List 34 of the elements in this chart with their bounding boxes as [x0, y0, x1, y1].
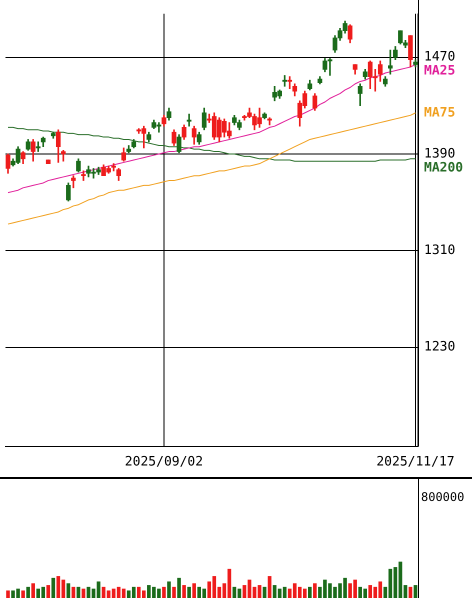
bar [414, 585, 418, 598]
bar [192, 583, 196, 598]
bar [46, 585, 50, 598]
bar [313, 583, 317, 598]
series-label: MA75 [424, 105, 456, 120]
bar [82, 588, 86, 598]
bar [172, 586, 176, 598]
bar [31, 583, 35, 598]
text: 800000 [421, 490, 464, 504]
bar [76, 586, 80, 598]
bar [408, 586, 412, 598]
x-tick-label: 2025/11/17 [376, 454, 455, 470]
bar [308, 586, 312, 598]
bar [268, 576, 272, 598]
bar [177, 578, 181, 598]
y-tick-label: 1470 [424, 50, 456, 65]
series-label: MA200 [424, 160, 464, 176]
y-tick-label: 1390 [424, 146, 456, 162]
bar [72, 586, 76, 598]
bar [182, 585, 186, 598]
bar [51, 578, 56, 598]
bar [26, 586, 30, 598]
bar [187, 586, 191, 598]
bar [262, 586, 266, 598]
y-tick-label: 1230 [424, 340, 456, 355]
candlestick [81, 170, 86, 181]
y-tick-label: 1310 [424, 243, 456, 258]
bar [6, 590, 10, 598]
bar [167, 581, 171, 598]
series-label: MA25 [424, 64, 456, 79]
x-tick-label: 2025/09/02 [124, 454, 204, 470]
bar [66, 583, 70, 598]
bar [162, 586, 166, 598]
bar [21, 590, 25, 598]
